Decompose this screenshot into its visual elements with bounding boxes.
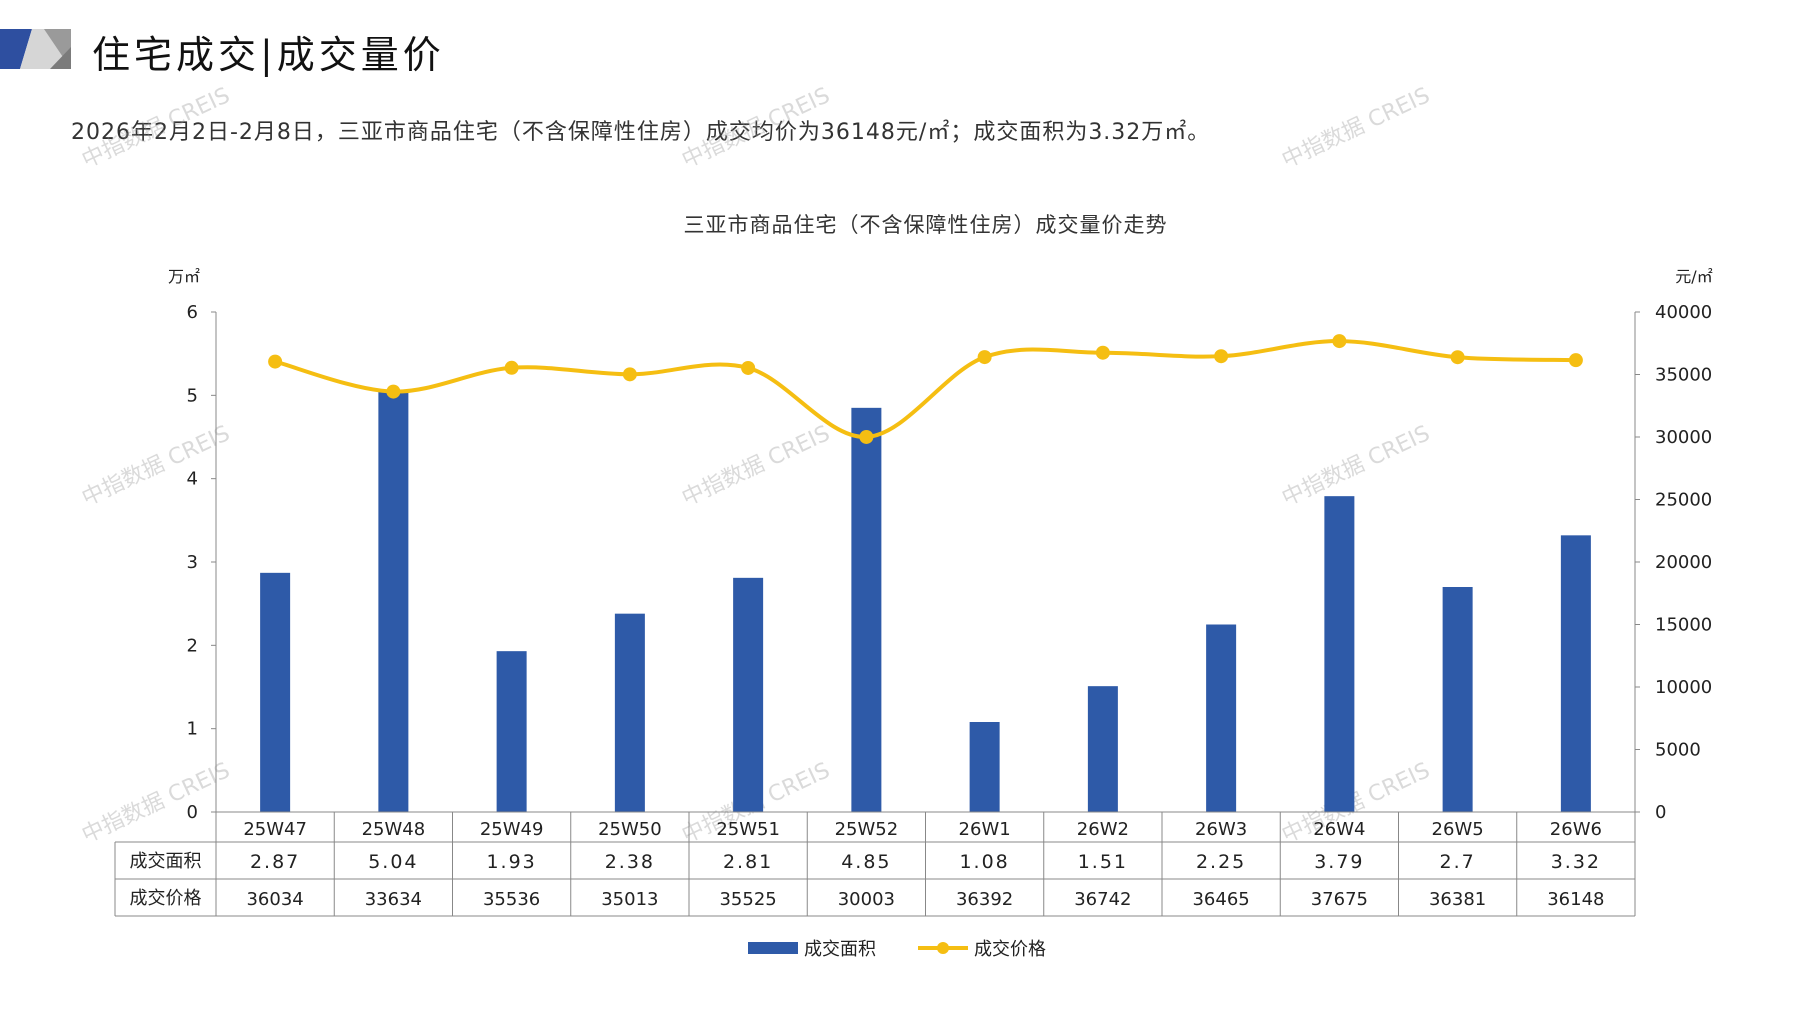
chart-title: 三亚市商品住宅（不含保障性住房）成交量价走势 — [684, 213, 1168, 237]
left-tick-label: 5 — [187, 385, 198, 406]
table-row-header: 成交面积 — [130, 851, 202, 872]
legend-bar-label: 成交面积 — [804, 939, 876, 960]
bar — [378, 392, 409, 812]
x-tick-label: 26W6 — [1550, 819, 1602, 840]
page-title: 住宅成交|成交量价 — [92, 33, 445, 77]
price-value-cell: 36148 — [1547, 889, 1604, 910]
area-value-cell: 3.32 — [1551, 851, 1601, 873]
area-value-cell: 2.7 — [1440, 851, 1476, 873]
bar — [496, 651, 527, 812]
bar — [1206, 624, 1237, 812]
price-value-cell: 35525 — [719, 889, 776, 910]
left-tick-label: 1 — [187, 719, 198, 740]
area-value-cell: 5.04 — [368, 851, 418, 873]
area-value-cell: 2.38 — [605, 851, 655, 873]
left-tick-label: 6 — [187, 302, 198, 323]
bar — [1087, 686, 1118, 812]
x-tick-label: 25W49 — [480, 819, 544, 840]
right-tick-label: 25000 — [1655, 490, 1712, 511]
area-value-cell: 1.51 — [1078, 851, 1128, 873]
right-axis-unit: 元/㎡ — [1675, 267, 1712, 286]
price-value-cell: 36381 — [1429, 889, 1486, 910]
bar — [1324, 496, 1355, 812]
price-point — [1332, 334, 1347, 349]
price-value-cell: 30003 — [838, 889, 895, 910]
right-tick-label: 0 — [1655, 802, 1666, 823]
price-value-cell: 33634 — [365, 889, 422, 910]
price-value-cell: 35013 — [601, 889, 658, 910]
price-point — [268, 354, 283, 369]
legend-bar-swatch — [748, 942, 798, 954]
price-line — [274, 339, 1576, 439]
price-point — [741, 360, 756, 375]
summary-text: 2026年2月2日-2月8日，三亚市商品住宅（不含保障性住房）成交均价为3614… — [71, 120, 1211, 145]
price-point — [622, 367, 637, 382]
x-tick-label: 25W48 — [362, 819, 426, 840]
price-point — [1450, 350, 1465, 365]
x-tick-label: 26W4 — [1313, 819, 1365, 840]
price-value-cell: 36034 — [246, 889, 303, 910]
price-point — [386, 384, 401, 399]
price-point — [1095, 345, 1110, 360]
x-tick-label: 25W47 — [243, 819, 307, 840]
bar — [969, 722, 1000, 812]
right-tick-label: 15000 — [1655, 615, 1712, 636]
logo-icon — [0, 29, 71, 69]
x-tick-label: 25W50 — [598, 819, 662, 840]
left-axis-unit: 万㎡ — [168, 267, 200, 286]
x-tick-label: 25W52 — [835, 819, 899, 840]
area-value-cell: 2.25 — [1196, 851, 1246, 873]
area-value-cell: 2.87 — [250, 851, 300, 873]
right-tick-label: 40000 — [1655, 302, 1712, 323]
table-row-header: 成交价格 — [130, 888, 202, 909]
legend-line-label: 成交价格 — [974, 939, 1046, 960]
area-value-cell: 2.81 — [723, 851, 773, 873]
left-tick-label: 2 — [187, 635, 198, 656]
area-value-cell: 3.79 — [1314, 851, 1364, 873]
x-tick-label: 26W1 — [959, 819, 1011, 840]
price-value-cell: 37675 — [1311, 889, 1368, 910]
x-tick-label: 26W3 — [1195, 819, 1247, 840]
x-tick-label: 26W2 — [1077, 819, 1129, 840]
left-tick-label: 3 — [187, 552, 198, 573]
price-point — [859, 429, 874, 444]
bar — [851, 407, 882, 812]
area-value-cell: 1.93 — [486, 851, 536, 873]
bar — [1560, 535, 1591, 812]
bar — [260, 572, 291, 812]
area-value-cell: 4.85 — [841, 851, 891, 873]
x-tick-label: 26W5 — [1432, 819, 1484, 840]
area-value-cell: 1.08 — [959, 851, 1009, 873]
bar — [614, 613, 645, 812]
price-value-cell: 35536 — [483, 889, 540, 910]
left-tick-label: 0 — [187, 802, 198, 823]
price-point — [504, 360, 519, 375]
right-tick-label: 10000 — [1655, 677, 1712, 698]
left-tick-label: 4 — [187, 469, 198, 490]
legend-line-marker — [937, 942, 949, 954]
price-value-cell: 36742 — [1074, 889, 1131, 910]
right-tick-label: 35000 — [1655, 365, 1712, 386]
x-tick-label: 25W51 — [716, 819, 780, 840]
price-point — [977, 350, 992, 365]
bar — [1442, 587, 1473, 812]
price-value-cell: 36465 — [1192, 889, 1249, 910]
right-tick-label: 5000 — [1655, 740, 1701, 761]
price-value-cell: 36392 — [956, 889, 1013, 910]
price-point — [1214, 349, 1229, 364]
right-tick-label: 30000 — [1655, 427, 1712, 448]
bar — [733, 577, 764, 812]
price-point — [1568, 353, 1583, 368]
right-tick-label: 20000 — [1655, 552, 1712, 573]
